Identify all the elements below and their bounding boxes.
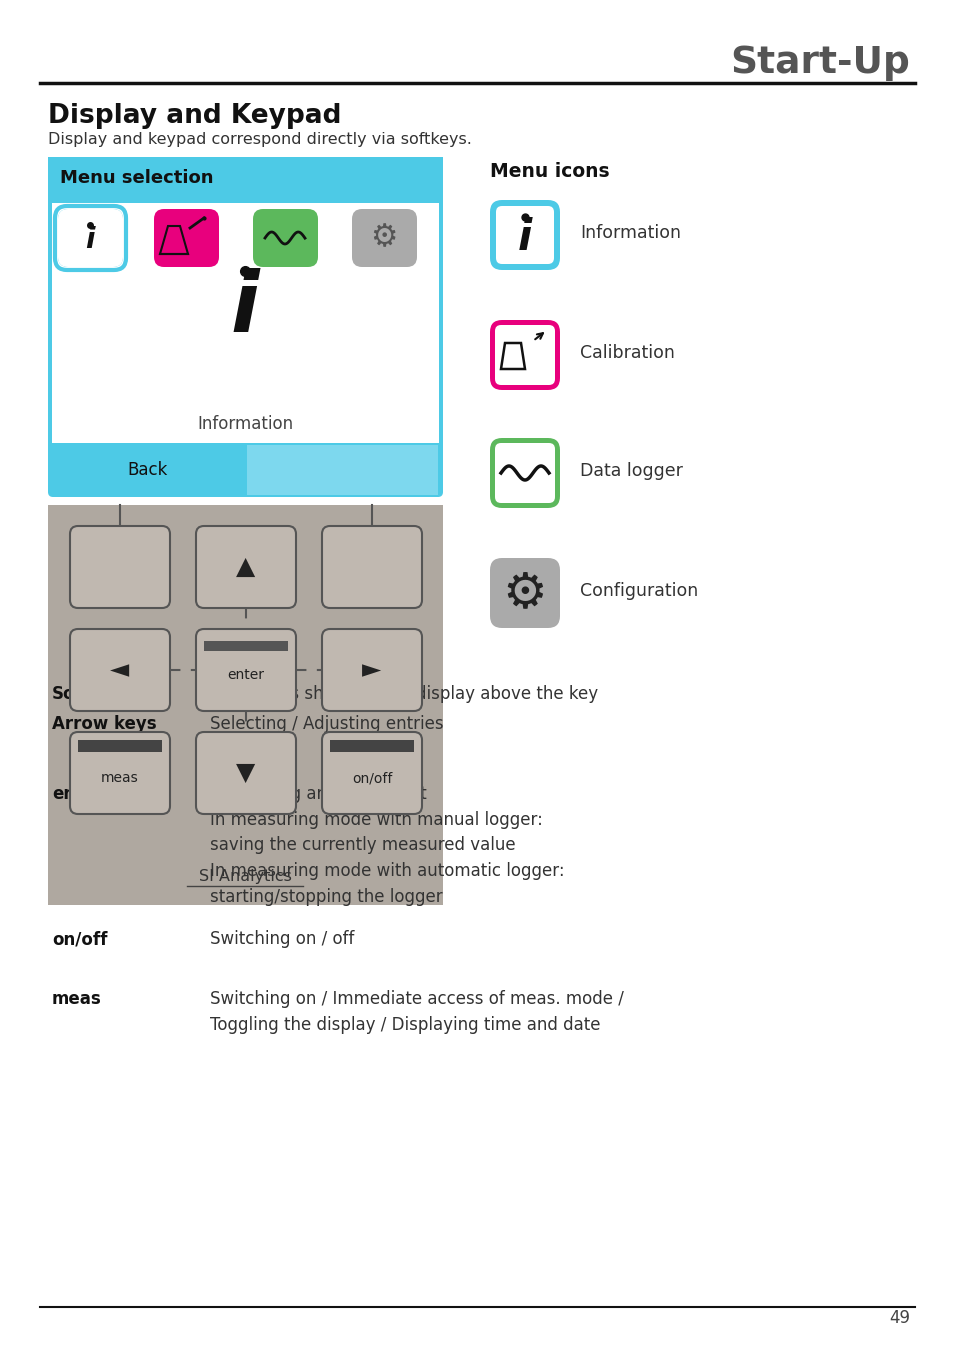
Text: i: i [85,226,94,254]
Text: ⚙: ⚙ [502,569,547,617]
FancyBboxPatch shape [322,629,421,712]
Text: meas: meas [52,990,102,1007]
FancyBboxPatch shape [253,208,317,268]
FancyBboxPatch shape [70,732,170,814]
FancyBboxPatch shape [322,526,421,608]
Bar [330,740,414,752]
Text: Configuration: Configuration [579,582,698,600]
Bar [204,642,288,651]
Text: SI Analytics: SI Analytics [198,869,291,885]
Text: enter: enter [227,668,264,682]
FancyBboxPatch shape [322,732,421,814]
FancyBboxPatch shape [48,157,442,498]
FancyBboxPatch shape [195,732,295,814]
FancyBboxPatch shape [195,629,295,712]
Text: Switching on / Immediate access of meas. mode /
Toggling the display / Displayin: Switching on / Immediate access of meas.… [210,990,623,1034]
Text: ▲: ▲ [236,555,255,578]
Text: i: i [517,217,532,260]
Text: Confirming an adjustment
In measuring mode with manual logger:
saving the curren: Confirming an adjustment In measuring mo… [210,785,564,905]
Text: on/off: on/off [52,929,108,948]
Bar [52,203,438,443]
FancyBboxPatch shape [496,206,554,264]
Text: Menu selection: Menu selection [60,169,213,187]
Text: Softkeys: Softkeys [52,685,133,703]
FancyBboxPatch shape [58,208,123,268]
FancyBboxPatch shape [495,325,555,385]
Text: Switching on / off: Switching on / off [210,929,354,948]
Text: meas: meas [101,771,139,785]
FancyBboxPatch shape [70,526,170,608]
FancyBboxPatch shape [153,208,219,268]
Text: i: i [231,268,259,348]
FancyBboxPatch shape [352,208,416,268]
Text: ▼: ▼ [236,761,255,785]
Bar [78,740,162,752]
Text: Function is shown in the display above the key: Function is shown in the display above t… [210,685,598,703]
Text: Display and keypad correspond directly via softkeys.: Display and keypad correspond directly v… [48,132,472,147]
FancyBboxPatch shape [70,629,170,712]
Text: Arrow keys: Arrow keys [52,716,156,733]
Text: 49: 49 [888,1309,909,1328]
FancyBboxPatch shape [490,558,559,628]
Bar [247,445,437,495]
Bar [52,445,243,495]
FancyBboxPatch shape [490,320,559,390]
FancyBboxPatch shape [490,200,559,270]
Text: ►: ► [362,658,381,682]
Text: Back: Back [127,461,168,479]
FancyBboxPatch shape [58,208,123,268]
Text: ◄: ◄ [111,658,130,682]
Text: enter: enter [52,785,103,803]
Text: Start-Up: Start-Up [729,44,909,81]
Text: on/off: on/off [352,771,392,785]
Text: Data logger: Data logger [579,461,682,480]
FancyBboxPatch shape [490,438,559,508]
Text: Display and Keypad: Display and Keypad [48,104,341,129]
Text: Calibration: Calibration [579,344,674,362]
Text: ⚙: ⚙ [370,223,397,253]
FancyBboxPatch shape [495,443,555,503]
Text: Information: Information [579,225,680,242]
Text: Information: Information [196,416,293,433]
Text: Menu icons: Menu icons [490,161,609,182]
Text: Selecting / Adjusting entries: Selecting / Adjusting entries [210,716,443,733]
FancyBboxPatch shape [195,526,295,608]
Bar [48,157,442,199]
Bar [48,504,442,905]
